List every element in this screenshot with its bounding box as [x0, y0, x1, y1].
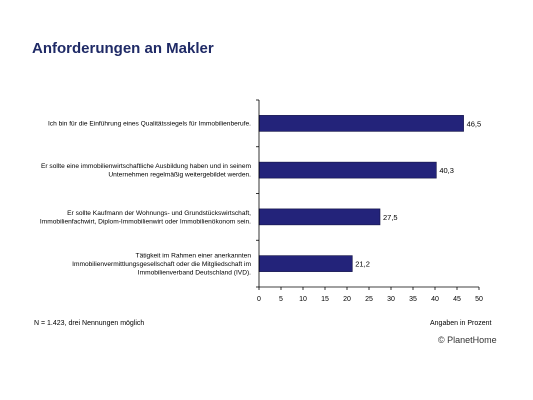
bar-3 [258, 255, 353, 272]
category-label-3-0: Tätigkeit im Rahmen einer anerkannten [136, 252, 252, 259]
x-tick-label-4: 20 [343, 296, 351, 303]
copyright-text: © PlanetHome [438, 335, 497, 345]
category-label-1-0: Er sollte eine immobilienwirtschaftliche… [41, 163, 252, 170]
x-tick-label-10: 50 [475, 296, 483, 303]
category-label-3-2: Immobilienverband Deutschland (IVD). [138, 270, 251, 277]
chart-title: Anforderungen an Makler [32, 40, 214, 57]
sample-size-note: N = 1.423, drei Nennungen möglich [34, 320, 145, 327]
x-tick-label-3: 15 [321, 296, 329, 303]
x-tick-label-5: 25 [365, 296, 373, 303]
x-tick-label-2: 10 [299, 296, 307, 303]
category-label-1-1: Unternehmen regelmäßig weitergebildet we… [108, 172, 251, 179]
x-tick-label-8: 40 [431, 296, 439, 303]
x-tick-label-9: 45 [453, 296, 461, 303]
value-label-1: 40,3 [439, 166, 454, 175]
bar-1 [258, 161, 437, 179]
value-label-3: 21,2 [355, 260, 370, 269]
value-label-0: 46,5 [467, 119, 482, 128]
bar-2 [258, 208, 381, 226]
unit-note: Angaben in Prozent [430, 320, 492, 327]
x-tick-label-7: 35 [409, 296, 417, 303]
category-label-2-1: Immobilienfachwirt, Diplom-Immobilienwir… [40, 218, 251, 225]
value-label-2: 27,5 [383, 213, 398, 222]
x-tick-label-6: 30 [387, 296, 395, 303]
category-label-3-1: Immobilienvermittlungsgesellschaft oder … [72, 261, 251, 268]
category-label-2-0: Er sollte Kaufmann der Wohnungs- und Gru… [67, 210, 251, 217]
x-tick-label-1: 5 [279, 296, 283, 303]
x-tick-label-0: 0 [257, 296, 261, 303]
bar-0 [258, 115, 464, 132]
category-label-0-0: Ich bin für die Einführung eines Qualitä… [48, 121, 251, 128]
